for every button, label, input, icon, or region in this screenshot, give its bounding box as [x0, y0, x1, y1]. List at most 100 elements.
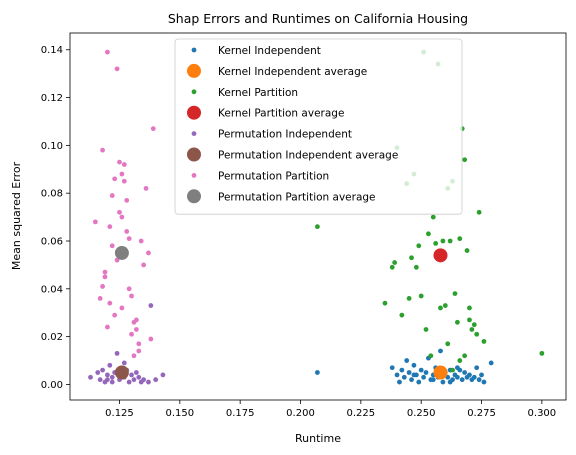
kernel-independent-point	[394, 372, 400, 378]
x-tick-label: 0.200	[286, 408, 315, 419]
kernel-partition-point	[445, 341, 451, 347]
kernel-partition-point	[423, 327, 429, 332]
legend-marker	[191, 173, 197, 178]
kernel-partition-point	[467, 317, 472, 323]
permutation-partition-point	[100, 147, 105, 153]
kernel-partition-point	[382, 300, 388, 306]
legend-label: Permutation Independent average	[218, 150, 398, 162]
permutation-partition-point	[117, 209, 122, 215]
kernel-partition-point	[454, 319, 460, 325]
permutation-partition-point	[129, 293, 134, 299]
permutation-partition-point	[105, 324, 110, 330]
permutation-independent-point	[153, 377, 159, 383]
kernel-partition-point	[314, 224, 320, 230]
y-tick-label: 0.02	[41, 332, 63, 343]
permutation-partition-point	[102, 269, 108, 275]
permutation-partition-point	[133, 317, 139, 323]
kernel-independent-point	[314, 370, 320, 375]
permutation-partition-point	[146, 250, 151, 256]
permutation-partition-point	[143, 186, 149, 191]
kernel-partition-point	[406, 295, 412, 301]
permutation-partition-point	[97, 295, 103, 301]
kernel-partition-point	[447, 238, 453, 244]
permutation-partition-average-point	[114, 245, 129, 260]
kernel-independent-point	[476, 377, 482, 383]
kernel-partition-point	[418, 293, 424, 299]
kernel-partition-point	[399, 312, 405, 318]
permutation-independent-point	[121, 360, 127, 366]
permutation-partition-point	[126, 286, 132, 292]
kernel-independent-point	[467, 372, 472, 378]
y-tick-label: 0.08	[41, 189, 63, 200]
permutation-partition-point	[131, 353, 137, 359]
kernel-independent-point	[474, 365, 480, 371]
permutation-partition-point	[107, 224, 113, 230]
kernel-independent-point	[406, 370, 412, 375]
plot-frame	[69, 32, 567, 401]
kernel-independent-point	[409, 377, 414, 383]
permutation-independent-point	[141, 377, 147, 383]
kernel-partition-point	[457, 358, 463, 363]
kernel-partition-point	[433, 240, 439, 246]
x-tick-label: 0.300	[528, 408, 557, 419]
x-tick-label: 0.150	[165, 408, 194, 419]
kernel-independent-point	[421, 374, 426, 380]
kernel-partition-point	[474, 331, 480, 337]
permutation-partition-point	[92, 219, 98, 225]
permutation-partition-point	[138, 238, 144, 244]
x-tick-label: 0.175	[226, 408, 255, 419]
permutation-independent-point	[107, 362, 113, 368]
kernel-partition-point	[428, 353, 434, 359]
kernel-independent-point	[397, 379, 402, 385]
kernel-independent-point	[481, 379, 487, 385]
kernel-independent-point	[404, 358, 410, 363]
y-tick-label: 0.12	[41, 93, 63, 104]
legend-marker	[191, 47, 197, 53]
permutation-partition-point	[112, 312, 118, 318]
legend-label: Kernel Partition	[218, 87, 298, 99]
kernel-independent-point	[488, 360, 494, 366]
kernel-partition-point	[392, 260, 398, 265]
kernel-independent-point	[438, 348, 443, 354]
permutation-independent-point	[114, 350, 120, 356]
permutation-partition-point	[100, 284, 105, 289]
legend-label: Kernel Partition average	[218, 108, 344, 120]
permutation-independent-point	[109, 379, 115, 385]
permutation-independent-point	[100, 367, 105, 373]
permutation-partition-point	[121, 178, 127, 184]
permutation-independent-point	[148, 303, 154, 308]
permutation-independent-point	[97, 377, 103, 383]
permutation-independent-point	[105, 372, 110, 378]
permutation-partition-point	[102, 274, 108, 280]
permutation-independent-point	[136, 374, 142, 380]
kernel-partition-point	[440, 238, 446, 244]
chart-title: Shap Errors and Runtimes on California H…	[168, 11, 468, 26]
kernel-partition-point	[457, 236, 463, 242]
kernel-partition-point	[481, 339, 487, 344]
kernel-partition-point	[416, 243, 422, 249]
kernel-partition-point	[438, 305, 443, 311]
legend-marker	[187, 189, 201, 204]
kernel-partition-point	[469, 327, 475, 332]
kernel-independent-point	[445, 374, 451, 380]
kernel-independent-point	[479, 372, 484, 378]
y-tick-label: 0.00	[41, 380, 63, 391]
x-tick-label: 0.225	[347, 408, 376, 419]
kernel-partition-average-point	[433, 248, 448, 263]
kernel-partition-point	[476, 209, 482, 215]
permutation-partition-point	[148, 336, 154, 342]
permutation-independent-point	[131, 377, 137, 383]
y-tick-label: 0.10	[41, 141, 63, 152]
permutation-partition-point	[136, 341, 142, 347]
permutation-partition-point	[126, 236, 132, 242]
permutation-partition-point	[124, 197, 130, 203]
kernel-independent-point	[440, 379, 446, 385]
permutation-independent-point	[109, 374, 115, 380]
legend-marker	[187, 105, 201, 120]
kernel-independent-point	[399, 367, 405, 373]
permutation-partition-point	[107, 300, 113, 306]
permutation-partition-point	[133, 327, 139, 332]
permutation-partition-point	[124, 229, 130, 234]
permutation-partition-point	[119, 171, 125, 177]
